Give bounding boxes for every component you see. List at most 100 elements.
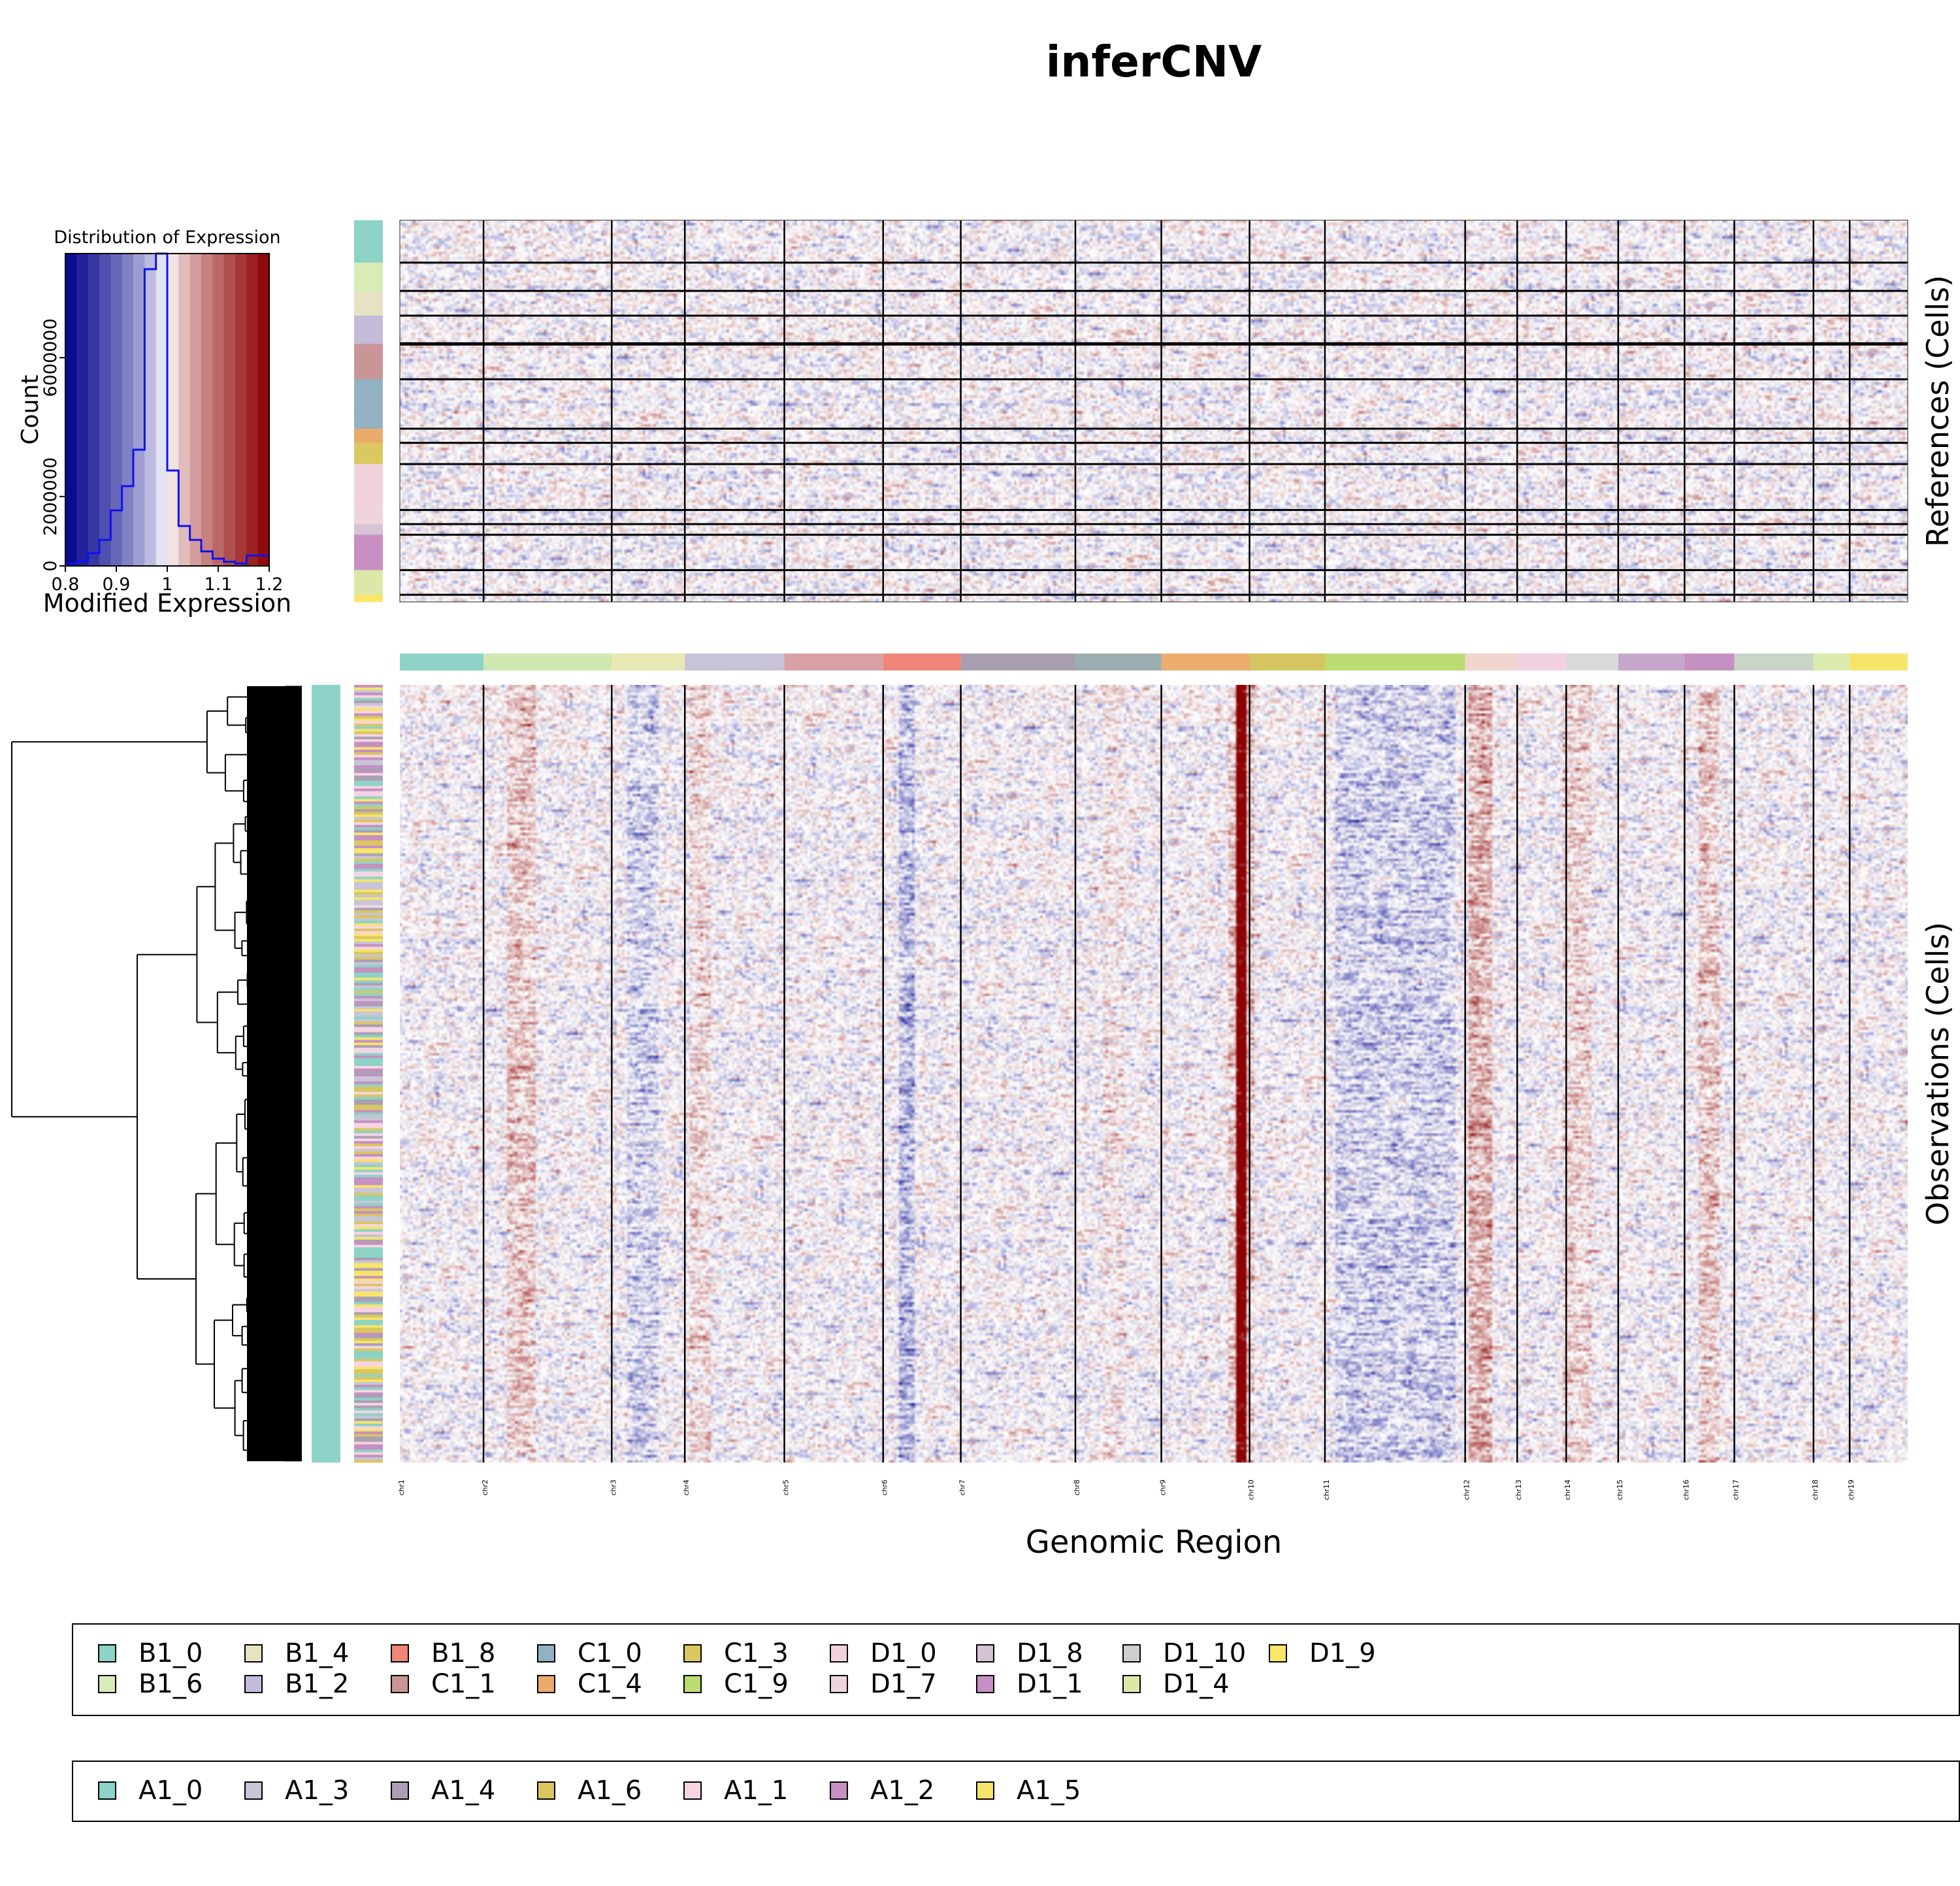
observation-group-stripe — [354, 1374, 383, 1378]
reference-group-B1_0 — [354, 220, 383, 263]
observation-group-stripe — [354, 962, 383, 965]
observation-group-stripe — [354, 827, 383, 831]
observation-group-stripe — [354, 1024, 383, 1027]
observation-group-stripe — [354, 1255, 383, 1258]
observation-group-stripe — [354, 840, 383, 844]
observation-group-stripe — [354, 949, 383, 952]
observation-group-stripe — [354, 780, 383, 784]
observation-group-stripe — [354, 858, 383, 862]
color-key-xlabel: Modified Expression — [43, 589, 292, 618]
chromosome-bar-chr13 — [1517, 653, 1567, 670]
legend-swatch — [391, 1675, 409, 1693]
observation-group-stripe — [354, 1291, 383, 1295]
observation-group-stripe — [354, 726, 383, 729]
legend-label: A1_5 — [1017, 1776, 1081, 1806]
legend-swatch — [98, 1675, 116, 1693]
legend-item-C1_3: C1_3 — [683, 1638, 789, 1668]
observation-group-stripe — [354, 763, 383, 766]
observation-group-stripe — [354, 1426, 383, 1429]
observations-heatmap-image — [400, 685, 1908, 1463]
color-key-band — [257, 254, 270, 566]
color-key-band — [65, 254, 77, 566]
observation-group-stripe — [354, 814, 383, 818]
chromosome-bar-chr7 — [960, 653, 1075, 670]
observation-group-stripe — [354, 1268, 383, 1271]
legend-swatch — [830, 1781, 848, 1800]
reference-group-C1_0 — [354, 379, 383, 429]
legend-label: C1_0 — [578, 1638, 642, 1668]
observation-group-stripe — [354, 1185, 383, 1188]
observation-group-stripe — [354, 830, 383, 833]
legend-label: B1_4 — [285, 1638, 350, 1668]
observation-group-stripe — [354, 991, 383, 994]
observation-group-stripe — [354, 778, 383, 782]
observation-group-stripe — [354, 1302, 383, 1305]
observation-group-stripe — [354, 1221, 383, 1225]
observation-group-stripe — [354, 1112, 383, 1116]
observation-group-stripe — [354, 1058, 383, 1061]
observation-group-stripe — [354, 1006, 383, 1010]
observation-group-stripe — [354, 1380, 383, 1383]
color-key-panel: Distribution of Expression 0.8 0.9 1 1.1 1.2… — [17, 227, 291, 618]
legend-label: A1_6 — [578, 1776, 642, 1806]
observation-group-stripe — [354, 895, 383, 898]
observation-group-stripe — [354, 1436, 383, 1440]
legend-swatch — [244, 1675, 263, 1693]
observation-group-stripe — [354, 1136, 383, 1139]
observation-group-stripe — [354, 1309, 383, 1313]
observation-group-stripe — [354, 765, 383, 769]
observation-group-stripe — [354, 1418, 383, 1421]
observation-group-stripe — [354, 1327, 383, 1331]
chromosome-label-chr9: chr9 — [1159, 1480, 1168, 1496]
observation-group-stripe — [354, 1161, 383, 1165]
observation-group-stripe — [354, 1356, 383, 1359]
color-key-band — [144, 254, 157, 566]
legend-swatch — [976, 1644, 994, 1663]
legend-label: B1_8 — [431, 1638, 496, 1668]
legend-item-B1_8: B1_8 — [391, 1638, 496, 1668]
observation-group-stripe — [354, 1242, 383, 1246]
legend-swatch — [537, 1781, 555, 1800]
observation-group-stripe — [354, 1040, 383, 1043]
observation-group-stripe — [354, 1104, 383, 1108]
observation-group-stripe — [354, 983, 383, 986]
chromosome-label-chr17: chr17 — [1732, 1480, 1740, 1500]
observation-group-stripe — [354, 1146, 383, 1150]
chromosome-bar-chr8 — [1075, 653, 1162, 670]
observation-group-stripe — [354, 944, 383, 947]
legend-label: A1_2 — [870, 1776, 935, 1806]
chromosome-bar-chr3 — [612, 653, 685, 670]
color-key-band — [76, 254, 89, 566]
observation-group-stripe — [354, 685, 383, 688]
reference-group-bar — [354, 220, 383, 603]
observation-group-stripe — [354, 936, 383, 940]
observation-group-stripe — [354, 967, 383, 970]
observation-group-stripe — [354, 1294, 383, 1297]
observation-group-stripe — [354, 1084, 383, 1087]
reference-group-D1_8 — [354, 524, 383, 535]
observation-group-stripe — [354, 957, 383, 960]
observation-group-stripe — [354, 925, 383, 929]
reference-group-B1_2 — [354, 316, 383, 344]
observation-group-stripe — [354, 1289, 383, 1292]
observation-group-stripe — [354, 1332, 383, 1336]
references-heatmap-frame — [399, 220, 1908, 603]
color-key-band — [189, 254, 202, 566]
observation-group-stripe — [354, 1089, 383, 1093]
legend-item-D1_7: D1_7 — [830, 1669, 937, 1699]
observation-group-stripe — [354, 799, 383, 802]
observation-group-stripe — [354, 1190, 383, 1193]
observation-group-stripe — [354, 1312, 383, 1315]
reference-group-D1_0 — [354, 464, 383, 510]
chromosome-label-chr7: chr7 — [958, 1480, 967, 1496]
observation-group-stripe — [354, 1281, 383, 1284]
observation-group-stripe — [354, 1169, 383, 1173]
observation-group-stripe — [354, 1457, 383, 1461]
legend-swatch — [830, 1675, 848, 1693]
observation-group-stripe — [354, 1273, 383, 1276]
observation-group-stripe — [354, 1099, 383, 1102]
observations-heatmap — [400, 685, 1908, 1463]
color-key-band — [246, 254, 259, 566]
observation-group-stripe — [354, 1016, 383, 1019]
observation-group-stripe — [354, 1003, 383, 1007]
